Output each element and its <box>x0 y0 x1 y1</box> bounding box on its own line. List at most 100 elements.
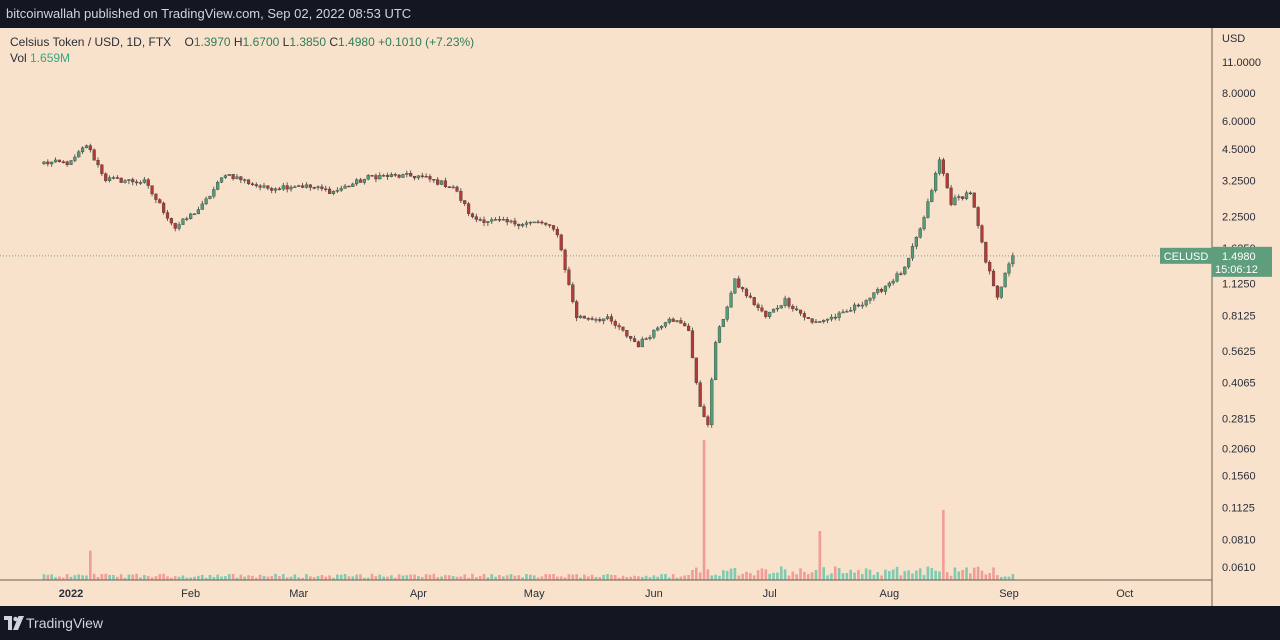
volume-bar <box>89 550 92 580</box>
tradingview-logo-icon[interactable] <box>4 616 24 630</box>
candle <box>231 174 235 181</box>
volume-bar <box>529 574 532 580</box>
top-bar: bitcoinwallah published on TradingView.c… <box>0 0 1280 28</box>
volume-bar <box>85 575 88 580</box>
volume-bar <box>96 576 100 580</box>
candle <box>872 292 876 301</box>
candle <box>1003 272 1007 288</box>
candle <box>787 297 791 309</box>
candle <box>768 311 772 319</box>
x-tick-label: 2022 <box>59 588 83 600</box>
candle <box>293 185 297 188</box>
volume-bar <box>393 577 397 580</box>
candle <box>632 335 637 343</box>
volume-bar <box>953 567 957 580</box>
volume-bar <box>656 576 660 580</box>
candle <box>544 222 548 227</box>
candle <box>582 315 586 319</box>
chart-panel[interactable]: 11.0000 8.0000 6.0000 4.5000 3.2500 2.2500 1.6… <box>0 28 1280 606</box>
candle <box>328 186 332 195</box>
volume-bar <box>830 573 833 580</box>
volume-bar <box>1007 576 1011 580</box>
candle <box>644 337 648 340</box>
volume-bar <box>289 576 293 580</box>
candle <box>405 170 409 178</box>
volume-bar <box>517 575 521 580</box>
volume-bar <box>602 574 605 580</box>
candle <box>131 177 135 186</box>
candle <box>393 172 397 177</box>
volume-bar <box>231 573 235 580</box>
candle <box>69 159 73 165</box>
volume-bar <box>598 576 602 580</box>
volume-bar <box>409 574 412 580</box>
volume-bar <box>417 576 420 580</box>
candle <box>818 320 822 323</box>
volume-bar <box>166 576 169 580</box>
volume-bar <box>420 576 424 580</box>
candle <box>250 182 255 187</box>
candle <box>771 308 776 313</box>
candle <box>490 217 494 225</box>
candle <box>598 317 602 323</box>
candle <box>123 179 127 184</box>
candle <box>73 154 77 163</box>
candle <box>246 179 251 185</box>
volume-bar <box>718 575 721 580</box>
volume-bar <box>390 575 393 580</box>
volume-bar <box>251 575 254 580</box>
volume-bar <box>999 576 1003 580</box>
volume-bar <box>162 573 165 580</box>
candle <box>270 186 274 194</box>
candle <box>659 325 664 330</box>
y-axis-unit: USD <box>1222 33 1245 45</box>
volume-bar <box>46 574 50 580</box>
volume-bar <box>509 574 513 580</box>
tradingview-brand[interactable]: TradingView <box>26 615 104 631</box>
volume-bar <box>428 574 432 580</box>
candle <box>401 173 405 179</box>
volume-bar <box>899 575 903 580</box>
ticker-badge-label: CELUSD <box>1164 251 1209 263</box>
volume-bar <box>112 574 115 580</box>
volume-bar <box>336 574 339 580</box>
candle <box>208 195 212 200</box>
candle <box>656 326 660 332</box>
candle <box>243 178 247 184</box>
candle <box>57 159 62 163</box>
candle <box>104 172 108 183</box>
candle <box>84 144 89 149</box>
volume-bar <box>108 575 111 580</box>
volume-bar <box>864 568 868 580</box>
volume-bar <box>378 574 382 580</box>
candle <box>991 268 996 287</box>
volume-bar <box>833 566 837 580</box>
volume-bar <box>536 577 540 580</box>
candle <box>571 282 575 304</box>
candle <box>845 309 849 313</box>
candle <box>370 174 374 177</box>
candle <box>235 174 239 180</box>
volume-bar <box>197 575 200 580</box>
candle <box>88 143 92 153</box>
volume-bar <box>467 577 470 580</box>
x-tick-label: Oct <box>1116 588 1133 600</box>
volume-bar <box>621 575 625 580</box>
candle <box>420 172 424 179</box>
candle <box>289 185 293 192</box>
volume-bar <box>444 574 447 580</box>
candle <box>385 172 390 180</box>
open-label: O <box>184 35 194 49</box>
volume-bar <box>749 573 752 580</box>
candle <box>277 187 282 191</box>
volume-bar <box>810 572 814 580</box>
volume-bar <box>617 577 621 580</box>
volume-bar <box>513 575 517 580</box>
candlestick-chart[interactable]: 11.0000 8.0000 6.0000 4.5000 3.2500 2.2500 1.6… <box>0 28 1280 606</box>
y-tick-label: 0.2815 <box>1222 413 1256 425</box>
volume-bar <box>756 570 760 580</box>
volume-bar <box>61 577 65 580</box>
volume-bar <box>594 576 598 580</box>
volume-bar <box>1011 574 1015 580</box>
volume-bar <box>671 574 675 580</box>
